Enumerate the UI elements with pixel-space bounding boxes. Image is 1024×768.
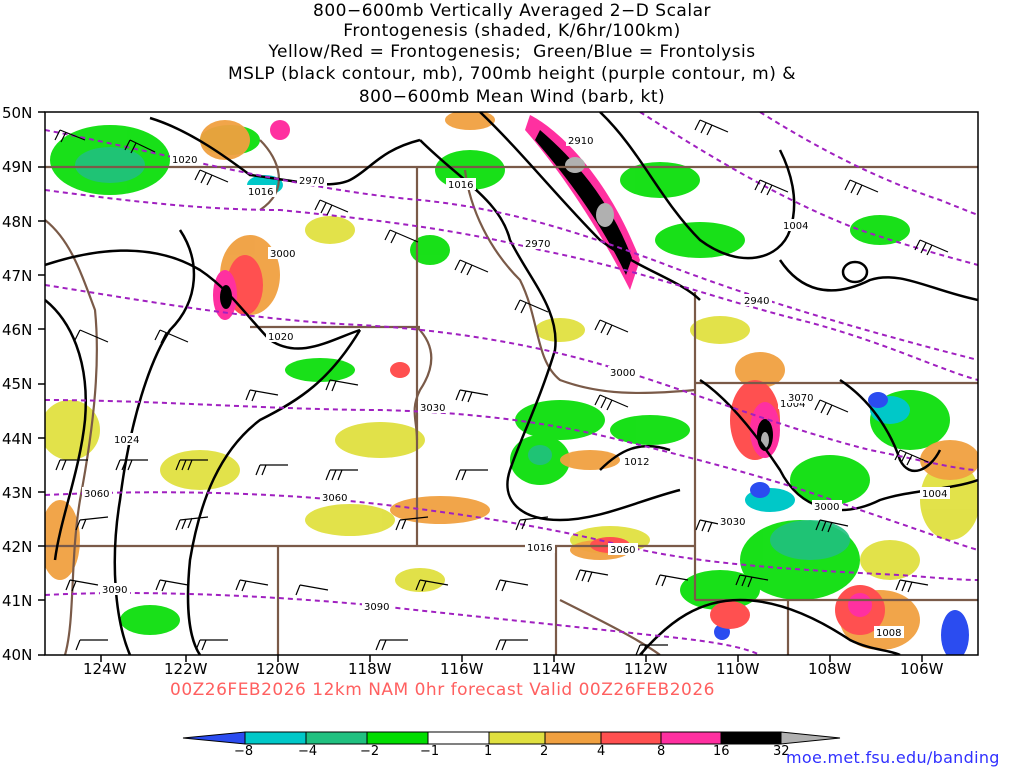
mslp-label: 1016 — [527, 543, 552, 554]
title-line-3: Yellow/Red = Frontogenesis; Green/Blue =… — [268, 42, 756, 62]
wind-barbs — [54, 119, 949, 655]
colorbar-swatch — [780, 731, 841, 745]
height-label: 3090 — [364, 602, 389, 613]
lon-label: 112W — [624, 660, 668, 678]
height-label: 3090 — [102, 585, 127, 596]
height-label: 3060 — [322, 493, 347, 504]
height-label: 3060 — [84, 489, 109, 500]
height-label: 2970 — [525, 239, 550, 250]
lat-label: 40N — [2, 646, 33, 664]
height-label: 3000 — [610, 368, 635, 379]
mslp-label: 1008 — [876, 628, 901, 639]
lat-label: 45N — [2, 375, 33, 393]
height-contours — [45, 112, 978, 655]
height-label: 2910 — [568, 136, 593, 147]
colorbar-swatch — [305, 731, 368, 745]
colorbar-label: −8 — [234, 744, 254, 759]
forecast-valid-label: 00Z26FEB2026 12km NAM 0hr forecast Valid… — [170, 680, 715, 700]
colorbar-swatch — [182, 731, 246, 745]
colorbar-swatch — [366, 731, 429, 745]
height-label: 3060 — [610, 545, 635, 556]
colorbar-label: 1 — [484, 744, 493, 759]
height-label: 3070 — [788, 393, 813, 404]
colorbar-label: −4 — [298, 744, 318, 759]
colorbar-label: 4 — [597, 744, 606, 759]
mslp-label: 1016 — [448, 180, 473, 191]
title-line-2: Frontogenesis (shaded, K/6hr/100km) — [343, 21, 681, 41]
height-label: 3030 — [720, 517, 745, 528]
colorbar-label: 8 — [657, 744, 666, 759]
credit-link[interactable]: moe.met.fsu.edu/banding — [786, 748, 1000, 767]
height-labels: 2910 2970 2970 3000 2940 3000 3030 3060 … — [82, 134, 842, 613]
lon-label: 114W — [532, 660, 576, 678]
lon-label: 118W — [348, 660, 392, 678]
colorbar-swatch — [427, 731, 490, 745]
height-label: 3000 — [270, 249, 295, 260]
title-line-5: 800−600mb Mean Wind (barb, kt) — [358, 87, 666, 107]
height-label: 3000 — [814, 502, 839, 513]
mslp-contours — [45, 112, 978, 655]
lat-label: 49N — [2, 158, 33, 176]
colorbar-label: 16 — [713, 744, 730, 759]
mslp-label: 1016 — [248, 187, 273, 198]
lon-label: 110W — [716, 660, 760, 678]
lon-label: 116W — [440, 660, 484, 678]
mslp-label: 1012 — [624, 457, 649, 468]
lat-label: 42N — [2, 538, 33, 556]
lat-label: 50N — [2, 104, 33, 122]
height-label: 2940 — [744, 296, 769, 307]
mslp-label: 1004 — [783, 221, 808, 232]
lat-label: 47N — [2, 267, 33, 285]
lon-label: 108W — [808, 660, 852, 678]
mslp-label: 1020 — [268, 332, 293, 343]
axis-ticks — [38, 111, 923, 662]
lat-label: 48N — [2, 213, 33, 231]
mslp-label: 1020 — [172, 155, 197, 166]
mslp-label: 1004 — [922, 489, 947, 500]
title-line-1: 800−600mb Vertically Averaged 2−D Scalar — [313, 1, 711, 21]
colorbar-swatch — [720, 731, 782, 745]
colorbar-swatch — [660, 731, 722, 745]
lon-label: 124W — [83, 660, 127, 678]
lat-label: 43N — [2, 484, 33, 502]
lat-label: 41N — [2, 592, 33, 610]
lat-label: 46N — [2, 321, 33, 339]
colorbar-label: 2 — [540, 744, 549, 759]
colorbar — [182, 731, 841, 745]
lon-label: 106W — [900, 660, 944, 678]
colorbar-swatch — [600, 731, 662, 745]
mslp-label: 1024 — [114, 435, 139, 446]
colorbar-label: 32 — [773, 744, 790, 759]
lon-label: 120W — [256, 660, 300, 678]
mslp-labels: 1020 1016 1016 1020 1024 1016 1012 1004 … — [112, 153, 950, 639]
colorbar-swatch — [244, 731, 307, 745]
colorbar-swatch — [488, 731, 546, 745]
lon-label: 122W — [164, 660, 208, 678]
colorbar-swatch — [544, 731, 602, 745]
colorbar-label: −2 — [360, 744, 380, 759]
height-label: 3030 — [420, 403, 445, 414]
title-line-4: MSLP (black contour, mb), 700mb height (… — [227, 64, 797, 84]
height-label: 2970 — [299, 176, 324, 187]
colorbar-label: −1 — [420, 744, 440, 759]
lat-label: 44N — [2, 430, 33, 448]
mslp-label: 1004 — [780, 399, 805, 410]
